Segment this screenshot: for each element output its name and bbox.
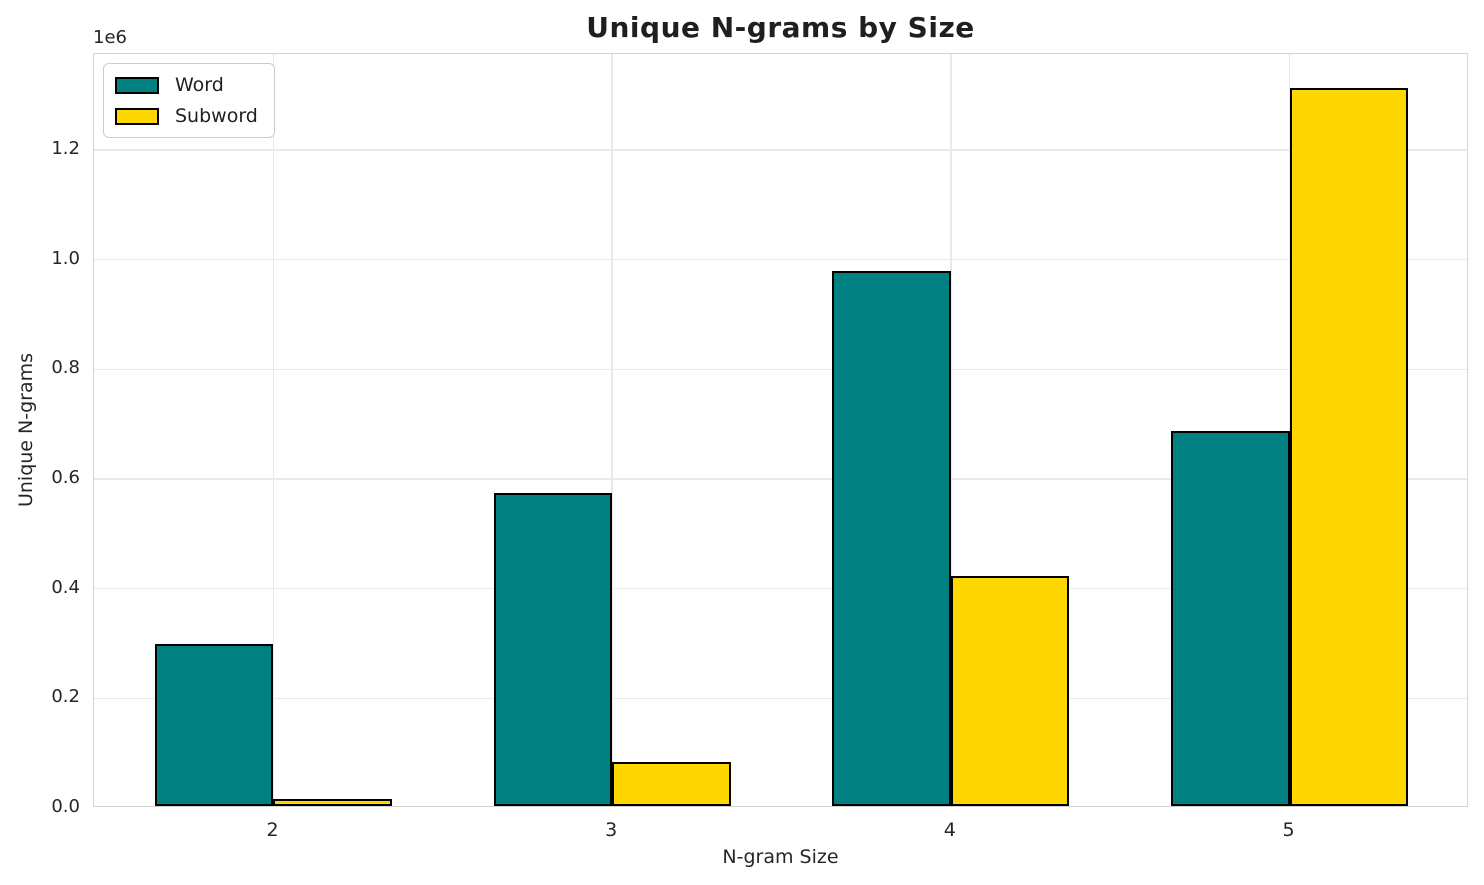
x-tick-label: 5 (1282, 819, 1295, 841)
x-gridline (611, 54, 613, 806)
bar-subword-3 (612, 762, 731, 806)
y-axis-offset-label: 1e6 (93, 27, 127, 48)
y-tick-label: 0.0 (51, 796, 80, 817)
y-gridline (94, 697, 1467, 700)
legend-label-subword: Subword (175, 105, 258, 127)
legend-swatch-subword (115, 107, 159, 125)
y-gridline (94, 258, 1467, 261)
y-tick-label: 1.0 (51, 247, 80, 269)
y-gridline (94, 149, 1467, 151)
bar-word-2 (154, 643, 274, 806)
x-tick-label: 2 (266, 819, 279, 841)
x-gridline (950, 54, 952, 806)
legend-swatch-word (115, 76, 159, 94)
plot-area: Word Subword (93, 53, 1468, 807)
bar-word-4 (832, 271, 951, 806)
bar-word-5 (1170, 431, 1290, 806)
bar-subword-4 (950, 576, 1070, 806)
x-gridline (272, 54, 275, 806)
y-tick-label: 0.6 (51, 466, 80, 488)
y-gridline (94, 368, 1467, 371)
x-tick-label: 3 (605, 819, 618, 841)
y-tick-label: 0.8 (51, 357, 80, 379)
legend-label-word: Word (175, 74, 224, 96)
chart-title: Unique N-grams by Size (586, 11, 975, 44)
y-tick-label: 0.4 (51, 576, 80, 598)
bar-subword-2 (273, 799, 393, 806)
legend: Word Subword (103, 63, 275, 138)
y-gridline (94, 478, 1467, 480)
bar-word-3 (493, 493, 613, 806)
legend-item-subword: Subword (115, 105, 258, 127)
x-axis-label: N-gram Size (722, 846, 839, 868)
x-tick-label: 4 (943, 819, 956, 841)
y-tick-label: 1.2 (51, 137, 80, 159)
y-tick-label: 0.2 (51, 686, 80, 708)
legend-item-word: Word (115, 74, 258, 96)
y-gridline (94, 587, 1467, 590)
bar-subword-5 (1289, 87, 1409, 806)
